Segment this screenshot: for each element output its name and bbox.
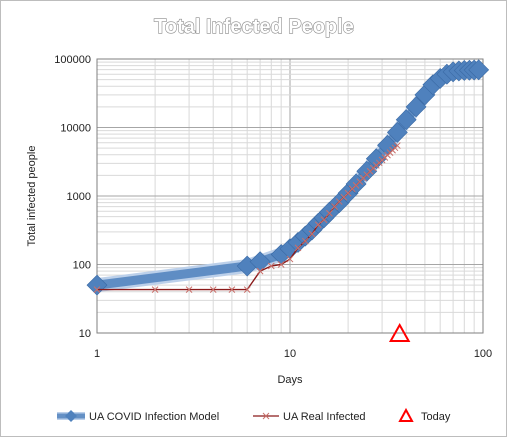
- model-point: [345, 173, 367, 195]
- x-tick-label: 100: [474, 348, 492, 360]
- real-point: [185, 286, 193, 293]
- model-point: [395, 109, 417, 131]
- real-point: [243, 286, 251, 293]
- real-point: [326, 209, 333, 217]
- grid: [97, 59, 483, 333]
- real-point: [256, 267, 264, 275]
- legend-model-marker: [65, 410, 77, 422]
- model-point: [405, 96, 427, 118]
- legend-real-marker: [262, 412, 270, 420]
- real-point: [151, 286, 159, 293]
- y-tick-label: 10000: [60, 123, 91, 135]
- plot-area-border: [96, 58, 484, 334]
- x-axis-title: Days: [277, 374, 303, 386]
- real-point: [209, 286, 217, 293]
- chart-title: Total Infected People: [154, 16, 354, 38]
- series-layer: [86, 59, 490, 342]
- real-point: [267, 262, 275, 270]
- legend-model-label: UA COVID Infection Model: [89, 411, 219, 423]
- legend: UA COVID Infection Model UA Real Infected…: [57, 407, 451, 423]
- legend-today-marker: [398, 407, 414, 422]
- today-marker: [388, 322, 411, 342]
- y-tick-label: 100: [73, 260, 91, 272]
- model-point: [468, 59, 490, 81]
- real-point: [314, 221, 322, 229]
- y-tick-label: 1000: [67, 191, 91, 203]
- x-tick-label: 1: [94, 348, 100, 360]
- real-point: [294, 244, 302, 252]
- y-tick-label: 10: [79, 328, 91, 340]
- legend-real-label: UA Real Infected: [283, 411, 366, 423]
- real-point: [320, 216, 328, 224]
- real-point: [286, 255, 294, 263]
- real-point: [228, 286, 236, 293]
- x-tick-label: 10: [284, 348, 296, 360]
- real-point: [277, 261, 285, 268]
- legend-today-label: Today: [421, 411, 451, 423]
- real-point: [93, 286, 101, 293]
- real-point: [301, 237, 309, 245]
- model-point: [386, 121, 408, 143]
- real-point: [394, 142, 401, 149]
- y-axis-title: Total infected people: [26, 146, 38, 247]
- y-tick-label: 100000: [54, 54, 91, 66]
- real-point: [308, 230, 316, 238]
